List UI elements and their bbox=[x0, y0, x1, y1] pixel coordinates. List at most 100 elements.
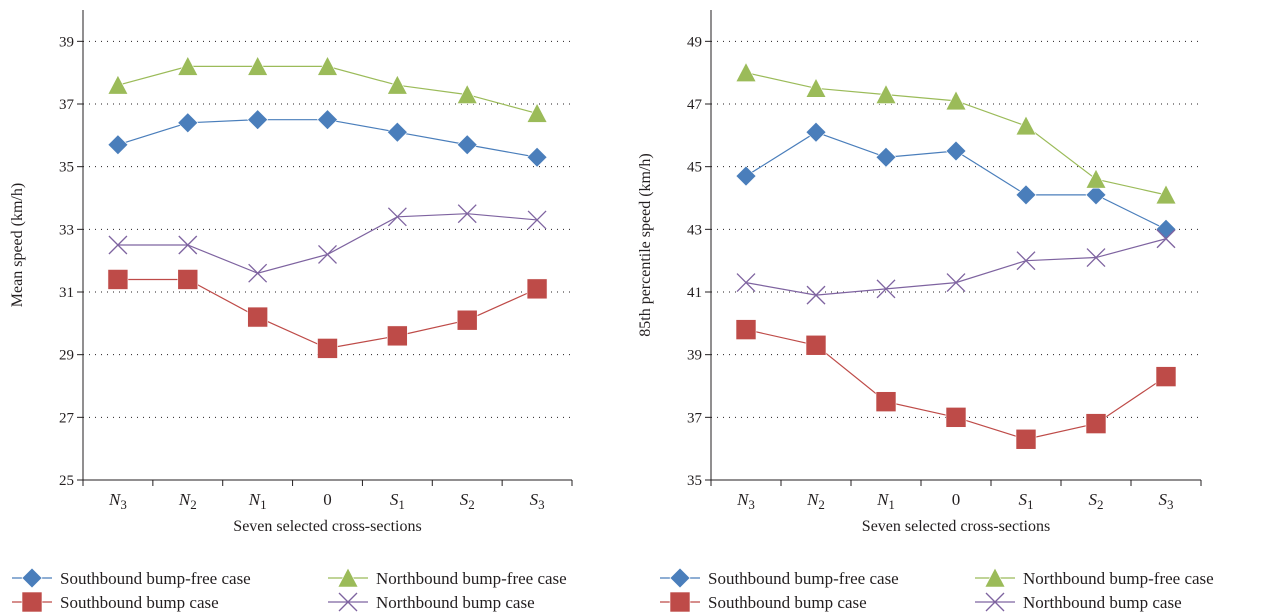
data-point bbox=[526, 146, 548, 168]
legend-marker bbox=[985, 592, 1005, 612]
legend-marker bbox=[669, 591, 691, 612]
x-tick-label: 0 bbox=[952, 490, 961, 509]
x-tick-label-main: S bbox=[530, 490, 539, 509]
x-tick-label-main: S bbox=[1019, 490, 1028, 509]
data-point bbox=[1086, 248, 1106, 267]
data-point bbox=[456, 309, 478, 331]
data-point-stroke bbox=[318, 244, 337, 264]
data-point bbox=[1155, 218, 1177, 240]
x-tick-label-main: N bbox=[108, 490, 122, 509]
x-tick-label: S2 bbox=[1089, 490, 1104, 512]
data-point bbox=[806, 285, 826, 305]
data-point bbox=[456, 83, 478, 104]
x-tick-label-sub: 1 bbox=[260, 497, 267, 512]
data-point bbox=[735, 165, 757, 187]
series-northbound-bump-free-case bbox=[107, 55, 548, 123]
data-point-stroke bbox=[178, 235, 198, 255]
data-point bbox=[1015, 115, 1037, 136]
legend-marker bbox=[21, 567, 43, 589]
data-point bbox=[177, 269, 199, 290]
data-point bbox=[945, 407, 967, 428]
x-tick-label-sub: 1 bbox=[1027, 497, 1034, 512]
data-point bbox=[107, 134, 129, 156]
series-southbound-bump-free-case bbox=[107, 109, 548, 168]
y-tick-label: 43 bbox=[687, 222, 702, 238]
data-point bbox=[177, 112, 199, 134]
y-tick-label: 35 bbox=[687, 473, 702, 489]
y-tick-label: 27 bbox=[59, 410, 75, 426]
legend-label: Southbound bump-free case bbox=[708, 569, 899, 588]
data-point-stroke bbox=[876, 279, 896, 299]
data-point bbox=[1155, 184, 1177, 205]
data-point bbox=[317, 109, 338, 131]
legend-label: Southbound bump-free case bbox=[60, 569, 251, 588]
data-point-stroke bbox=[248, 263, 268, 283]
y-tick-label: 49 bbox=[687, 34, 702, 50]
x-tick-label: N2 bbox=[178, 490, 197, 512]
x-tick-label-sub: 2 bbox=[190, 497, 197, 512]
x-tick-label-main: S bbox=[1089, 490, 1098, 509]
y-tick-label: 45 bbox=[687, 160, 702, 176]
data-point-stroke bbox=[736, 273, 756, 293]
x-tick-label-sub: 3 bbox=[748, 497, 755, 512]
data-point bbox=[875, 146, 897, 168]
data-point bbox=[946, 273, 966, 293]
data-point bbox=[1085, 184, 1107, 206]
series-northbound-bump-case bbox=[108, 204, 547, 283]
data-point bbox=[736, 273, 756, 293]
x-tick-label: S3 bbox=[1159, 490, 1174, 512]
data-point bbox=[387, 207, 407, 227]
x-tick-label: N1 bbox=[876, 490, 895, 512]
x-tick-label: S1 bbox=[390, 490, 405, 512]
data-point-stroke bbox=[108, 235, 128, 255]
x-tick-label-main: S bbox=[390, 490, 399, 509]
x-tick-label-sub: 3 bbox=[1167, 497, 1174, 512]
series-line bbox=[745, 238, 1167, 296]
data-point bbox=[526, 102, 548, 123]
legend-item: Southbound bump case bbox=[12, 591, 219, 612]
data-point bbox=[177, 55, 199, 76]
legend-marker bbox=[338, 592, 358, 612]
legend-label: Northbound bump-free case bbox=[376, 569, 567, 588]
series-northbound-bump-free-case bbox=[735, 62, 1177, 205]
y-tick-label: 39 bbox=[687, 348, 702, 364]
data-point bbox=[945, 140, 967, 162]
x-tick-label-main: N bbox=[876, 490, 890, 509]
y-tick-label: 25 bbox=[59, 473, 74, 489]
data-point bbox=[247, 55, 269, 76]
data-point-stroke bbox=[946, 273, 966, 293]
legend-marker bbox=[21, 591, 43, 612]
y-tick-label: 31 bbox=[59, 285, 74, 301]
x-tick-label: S2 bbox=[460, 490, 475, 512]
series-northbound-bump-case bbox=[736, 229, 1176, 305]
legend-label: Southbound bump case bbox=[60, 593, 219, 612]
x-tick-label-sub: 2 bbox=[818, 497, 825, 512]
data-point-stroke bbox=[1086, 248, 1106, 267]
x-tick-label: S3 bbox=[530, 490, 545, 512]
x-tick-label-main: S bbox=[1159, 490, 1168, 509]
x-tick-label: N3 bbox=[736, 490, 755, 512]
data-point bbox=[247, 306, 268, 328]
data-point bbox=[805, 121, 827, 143]
legend-item: Northbound bump case bbox=[328, 592, 535, 612]
x-tick-label-sub: 1 bbox=[888, 497, 895, 512]
legend-label: Northbound bump-free case bbox=[1023, 569, 1214, 588]
series-line bbox=[117, 213, 538, 274]
legend-marker bbox=[984, 567, 1006, 588]
data-point-stroke bbox=[1016, 251, 1036, 271]
data-point bbox=[1015, 184, 1037, 206]
x-tick-label-sub: 2 bbox=[1097, 497, 1104, 512]
data-point bbox=[1085, 168, 1107, 189]
data-point bbox=[387, 325, 408, 347]
data-point bbox=[1015, 428, 1037, 450]
x-tick-label-main: N bbox=[736, 490, 750, 509]
data-point bbox=[386, 74, 408, 95]
x-axis-title: Seven selected cross-sections bbox=[862, 518, 1050, 535]
y-tick-label: 37 bbox=[59, 97, 75, 113]
x-tick-label-sub: 3 bbox=[120, 497, 127, 512]
y-tick-label: 39 bbox=[59, 34, 74, 50]
legend: Southbound bump-free case Northbound bump… bbox=[660, 567, 1214, 612]
x-tick-label-sub: 2 bbox=[468, 497, 475, 512]
x-axis-title: Seven selected cross-sections bbox=[233, 518, 421, 535]
